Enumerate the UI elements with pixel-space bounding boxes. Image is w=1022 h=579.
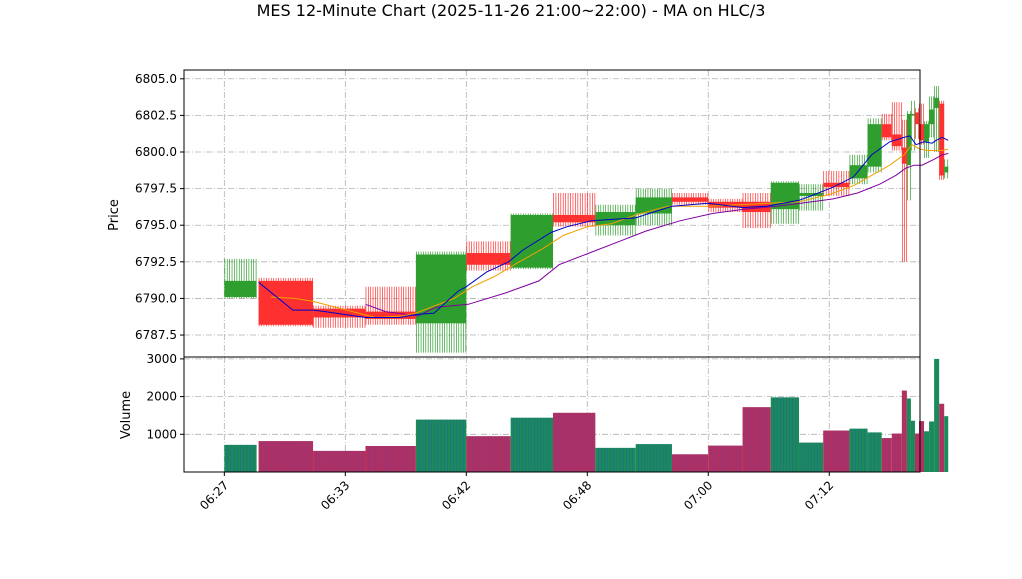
x-tick-label: 06:33	[318, 478, 352, 512]
price-tick-label: 6800.0	[135, 145, 177, 159]
volume-bar	[708, 445, 743, 472]
candles	[224, 86, 949, 353]
volume-bar	[944, 416, 949, 472]
volume-bar	[595, 447, 636, 472]
price-tick-label: 6802.5	[135, 108, 177, 122]
volume-bar	[881, 438, 892, 472]
price-tick-label: 6797.5	[135, 182, 177, 196]
chart-title: MES 12-Minute Chart (2025-11-26 21:00~22…	[257, 1, 766, 20]
candle-body	[918, 124, 925, 141]
volume-bar	[906, 398, 911, 472]
candle-body	[258, 280, 314, 325]
volume-bar	[910, 420, 915, 472]
volume-axis-label: Volume	[119, 391, 134, 439]
axes-frames	[183, 69, 921, 473]
candle-body	[867, 124, 882, 167]
candle-body	[415, 254, 467, 324]
candle-body	[906, 113, 911, 166]
candle-body	[891, 134, 902, 147]
candle-body	[934, 97, 940, 109]
x-tick-label: 06:27	[197, 478, 231, 512]
price-tick-label: 6795.0	[135, 218, 177, 232]
candle-body	[910, 113, 915, 116]
candle-body	[929, 109, 935, 125]
candle-body	[881, 124, 892, 138]
candle-body	[944, 166, 949, 173]
ma-fast-line	[258, 135, 949, 318]
price-tick-label: 6787.5	[135, 328, 177, 342]
volume-tick-label: 2000	[146, 390, 177, 404]
candle-body	[466, 253, 511, 265]
volume-bar	[924, 431, 930, 472]
volume-ticks: 1000 2000 3000	[146, 352, 184, 441]
candle-body	[224, 280, 257, 297]
volume-bar	[929, 421, 935, 472]
x-tick-label: 06:48	[560, 478, 594, 512]
volume-bar	[313, 450, 366, 472]
volume-bar	[891, 433, 902, 472]
price-tick-label: 6792.5	[135, 255, 177, 269]
candle-body	[901, 147, 907, 164]
ma-slow-line	[365, 153, 949, 317]
volume-tick-label: 1000	[146, 427, 177, 441]
candle-body	[365, 311, 416, 319]
price-tick-label: 6805.0	[135, 72, 177, 86]
candle-body	[635, 197, 672, 214]
candle-body	[924, 124, 930, 142]
volume-tick-label: 3000	[146, 352, 177, 366]
volume-bar	[901, 390, 907, 472]
x-tick-label: 07:00	[681, 478, 715, 512]
candle-body	[553, 214, 596, 223]
candle-body	[671, 197, 709, 202]
candle-body	[510, 214, 554, 268]
candle-body	[595, 212, 636, 226]
volume-bar	[934, 358, 940, 472]
price-tick-label: 6790.0	[135, 291, 177, 305]
price-axis-label: Price	[107, 199, 122, 231]
volume-bar	[918, 421, 925, 472]
x-tick-label: 06:42	[439, 478, 473, 512]
candle-body	[313, 308, 366, 318]
volume-bar	[742, 407, 771, 472]
moving-average-lines	[258, 135, 949, 319]
x-tick-label: 07:12	[802, 478, 836, 512]
x-ticks: 06:27 06:33 06:42 06:48 07:00 07:12	[197, 472, 836, 513]
price-ticks: 6787.5 6790.0 6792.5 6795.0 6797.5 6800.0 6802…	[135, 72, 184, 342]
candle-body	[823, 182, 850, 188]
candle-body	[849, 165, 868, 179]
price-grid	[184, 70, 920, 357]
candle-body	[914, 112, 919, 125]
volume-bar	[914, 433, 919, 472]
volume-bar	[939, 403, 945, 472]
candle-body	[939, 103, 945, 176]
ma-mid-line	[270, 144, 949, 319]
candle-body	[799, 193, 824, 196]
candle-body	[708, 201, 743, 208]
volume-panel-frame	[183, 356, 921, 473]
volume-bar	[770, 397, 800, 472]
volume-bars	[224, 358, 949, 472]
